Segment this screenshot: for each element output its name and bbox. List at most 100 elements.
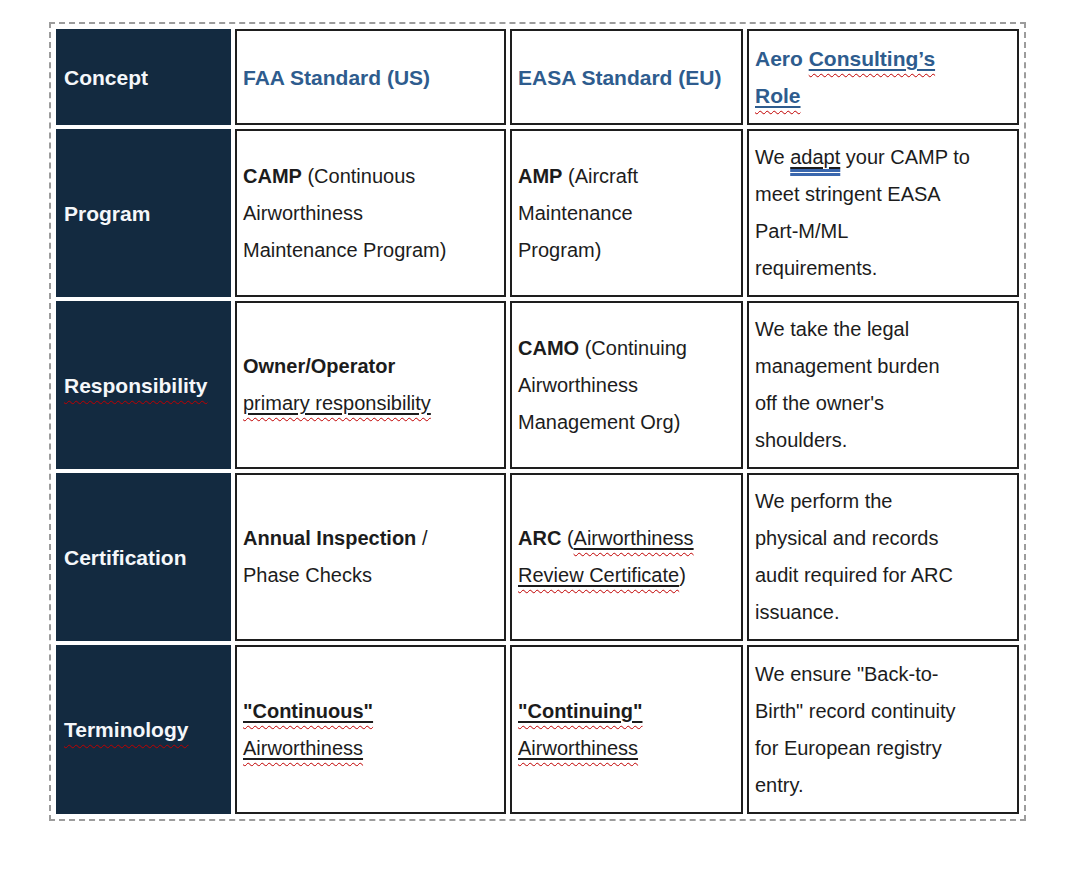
text-run: We <box>755 146 790 168</box>
spellcheck-squiggle: Consulting’s <box>809 47 935 70</box>
cell-program-role[interactable]: We adapt your CAMP to meet stringent EAS… <box>747 129 1019 297</box>
row-program: Program CAMP (Continuous Airworthiness M… <box>56 129 1019 297</box>
text-line: Review Certificate) <box>518 557 735 594</box>
text-line: Responsibility <box>64 367 223 404</box>
text-line: Aero Consulting’s <box>755 40 1011 77</box>
text-run: We take the legal <box>755 318 909 340</box>
bold-term-owner-operator: Owner/Operator <box>243 355 395 377</box>
text-run: ) <box>679 564 686 586</box>
spellcheck-squiggle: Role <box>755 84 801 107</box>
grammar-underline: adapt <box>790 146 840 168</box>
text-line: Program <box>64 195 223 232</box>
header-cell-concept[interactable]: Concept <box>56 29 231 125</box>
text-run: Aero <box>755 47 809 70</box>
certification-label: Certification <box>64 546 187 569</box>
text-line: Maintenance <box>518 195 735 232</box>
text-run: Airworthiness <box>243 202 363 224</box>
bold-term-arc: ARC <box>518 527 561 549</box>
cell-certification-role[interactable]: We perform the physical and records audi… <box>747 473 1019 641</box>
spellcheck-squiggle: Terminology <box>64 718 188 741</box>
text-run: Birth" record continuity <box>755 700 956 722</box>
row-header-terminology[interactable]: Terminology <box>56 645 231 814</box>
text-run: / <box>416 527 427 549</box>
text-run: off the owner's <box>755 392 884 414</box>
cell-terminology-easa[interactable]: "Continuing" Airworthiness <box>510 645 743 814</box>
row-certification: Certification Annual Inspection / Phase … <box>56 473 1019 641</box>
bold-term-continuing: "Continuing" <box>518 700 642 722</box>
text-run: (Aircraft <box>562 165 638 187</box>
text-line: Management Org) <box>518 404 735 441</box>
cell-responsibility-easa[interactable]: CAMO (Continuing Airworthiness Managemen… <box>510 301 743 469</box>
text-line: Annual Inspection / <box>243 520 498 557</box>
spellcheck-squiggle: Responsibility <box>64 374 208 397</box>
text-line: off the owner's <box>755 385 1011 422</box>
spellcheck-squiggle: Airworthiness <box>518 737 638 759</box>
text-run: We ensure "Back-to- <box>755 663 938 685</box>
text-run: entry. <box>755 774 804 796</box>
text-run: physical and records <box>755 527 938 549</box>
text-line: "Continuous" <box>243 693 498 730</box>
spellcheck-squiggle: Airworthiness <box>243 737 363 759</box>
text-run: Program) <box>518 239 601 261</box>
text-line: CAMO (Continuing <box>518 330 735 367</box>
bold-term-camp: CAMP <box>243 165 302 187</box>
text-line: for European registry <box>755 730 1011 767</box>
cell-terminology-faa[interactable]: "Continuous" Airworthiness <box>235 645 506 814</box>
underlined-text: Airworthiness <box>243 737 363 759</box>
text-run: Part-M/ML <box>755 220 848 242</box>
text-line: Part-M/ML <box>755 213 1011 250</box>
cell-responsibility-role[interactable]: We take the legal management burden off … <box>747 301 1019 469</box>
text-run: audit required for ARC <box>755 564 953 586</box>
text-line: Maintenance Program) <box>243 232 498 269</box>
header-row: Concept FAA Standard (US) EASA Standard … <box>56 29 1019 125</box>
text-run: for European registry <box>755 737 942 759</box>
text-line: Airworthiness <box>518 367 735 404</box>
header-cell-easa-standard[interactable]: EASA Standard (EU) <box>510 29 743 125</box>
cell-program-easa[interactable]: AMP (Aircraft Maintenance Program) <box>510 129 743 297</box>
text-line: Airworthiness <box>243 195 498 232</box>
row-header-program[interactable]: Program <box>56 129 231 297</box>
row-terminology: Terminology "Continuous" Airworthiness "… <box>56 645 1019 814</box>
bold-term-continuous: "Continuous" <box>243 700 373 722</box>
text-line: shoulders. <box>755 422 1011 459</box>
cell-certification-easa[interactable]: ARC (Airworthiness Review Certificate) <box>510 473 743 641</box>
underlined-text: primary responsibility <box>243 392 431 414</box>
faa-easa-comparison-table: Concept FAA Standard (US) EASA Standard … <box>52 25 1023 818</box>
text-line: Terminology <box>64 711 223 748</box>
text-line: We perform the <box>755 483 1011 520</box>
concept-label: Concept <box>64 66 148 89</box>
text-run: Phase Checks <box>243 564 372 586</box>
text-line: We ensure "Back-to- <box>755 656 1011 693</box>
cell-terminology-role[interactable]: We ensure "Back-to- Birth" record contin… <box>747 645 1019 814</box>
header-cell-aero-consulting-role[interactable]: Aero Consulting’s Role <box>747 29 1019 125</box>
responsibility-label: Responsibility <box>64 374 208 397</box>
text-run: (Continuous <box>302 165 415 187</box>
text-run: Management Org) <box>518 411 680 433</box>
text-line: management burden <box>755 348 1011 385</box>
text-line: Certification <box>64 539 223 576</box>
document-table-boundary: Concept FAA Standard (US) EASA Standard … <box>49 22 1026 821</box>
text-run: shoulders. <box>755 429 847 451</box>
text-line: primary responsibility <box>243 385 498 422</box>
text-run: We perform the <box>755 490 892 512</box>
text-line: entry. <box>755 767 1011 804</box>
faa-standard-label: FAA Standard (US) <box>243 66 430 89</box>
spellcheck-squiggle: Airworthiness <box>574 527 694 549</box>
program-label: Program <box>64 202 150 225</box>
cell-certification-faa[interactable]: Annual Inspection / Phase Checks <box>235 473 506 641</box>
text-line: EASA Standard (EU) <box>518 59 735 96</box>
text-line: Program) <box>518 232 735 269</box>
terminology-label: Terminology <box>64 718 188 741</box>
underlined-text: Consulting’s <box>809 47 935 70</box>
spellcheck-squiggle: Review Certificate <box>518 564 679 586</box>
cell-program-faa[interactable]: CAMP (Continuous Airworthiness Maintenan… <box>235 129 506 297</box>
row-header-certification[interactable]: Certification <box>56 473 231 641</box>
text-line: Airworthiness <box>243 730 498 767</box>
text-run: requirements. <box>755 257 877 279</box>
underlined-text: Airworthiness <box>574 527 694 549</box>
text-run: Maintenance Program) <box>243 239 446 261</box>
text-line: CAMP (Continuous <box>243 158 498 195</box>
cell-responsibility-faa[interactable]: Owner/Operator primary responsibility <box>235 301 506 469</box>
row-header-responsibility[interactable]: Responsibility <box>56 301 231 469</box>
header-cell-faa-standard[interactable]: FAA Standard (US) <box>235 29 506 125</box>
